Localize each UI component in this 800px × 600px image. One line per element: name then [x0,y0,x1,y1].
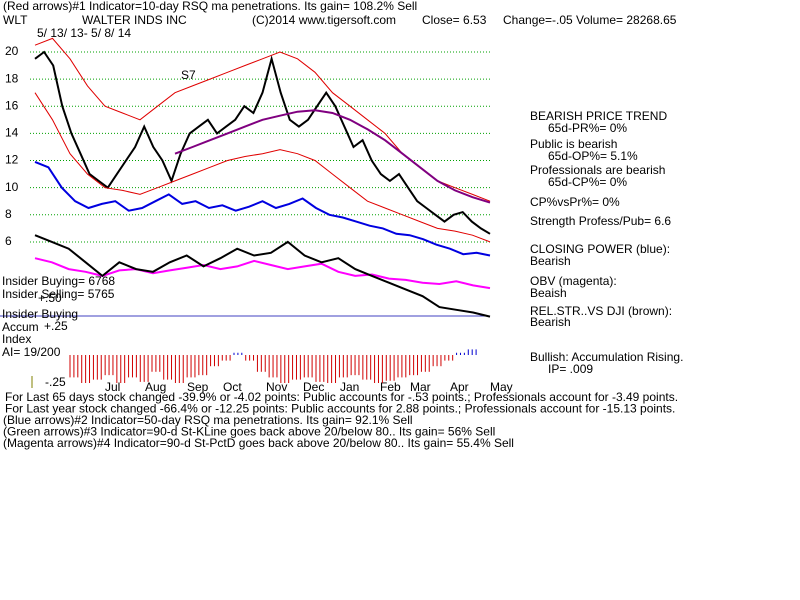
side-text: Public is bearish [530,137,617,151]
y-tick-label: 12 [5,153,19,167]
annotation: S7 [181,68,196,82]
side-text: Bearish [530,254,571,268]
side-text: Professionals are bearish [530,163,665,177]
footer-text: (Blue arrows)#2 Indicator=50-day RSQ ma … [3,413,413,427]
y-tick-label: 10 [5,180,19,194]
close: Close= 6.53 [422,13,487,27]
x-tick-label: Jan [340,380,359,394]
series-line [34,234,491,318]
series-line [34,257,491,290]
side-text: REL.STR..VS DJI (brown): [530,304,672,318]
side-text: 65d-CP%= 0% [548,175,627,189]
series-line [34,92,491,243]
side-text: Strength Profess/Pub= 6.6 [530,214,671,228]
change: Change=-.05 [503,13,573,27]
y-tick-label: 8 [5,207,12,221]
insider-buying: Insider Buying= 6768 [2,274,115,288]
side-text: IP= .009 [548,362,593,376]
y-tick-label: 16 [5,98,19,112]
ai-label: AI= 19/200 [2,345,61,359]
copyright: (C)2014 www.tigersoft.com [252,13,396,27]
y-tick-label: 14 [5,126,19,140]
side-text: BEARISH PRICE TREND [530,109,667,123]
x-tick-label: Oct [223,380,242,394]
side-text: CLOSING POWER (blue): [530,242,670,256]
insider-buying: Insider Buying [2,307,78,321]
ai-tick-label: +.25 [44,319,68,333]
indicator-title: (Red arrows)#1 Indicator=10-day RSQ ma p… [3,0,417,13]
y-tick-label: 6 [5,234,12,248]
date-range: 5/ 13/ 13- 5/ 8/ 14 [37,26,131,40]
side-text: OBV (magenta): [530,274,617,288]
symbol: WLT [3,13,28,27]
side-text: 65d-PR%= 0% [548,121,627,135]
series-line [174,109,491,204]
side-text: CP%vsPr%= 0% [530,195,620,209]
x-tick-label: Jul [105,380,120,394]
footer-text: (Magenta arrows)#4 Indicator=90-d St-Pct… [3,436,514,450]
x-tick-label: Sep [187,380,209,394]
x-tick-label: Apr [450,380,469,394]
accum-label: Accum [2,320,39,334]
footer-text: (Green arrows)#3 Indicator=90-d St-KLine… [3,425,495,439]
side-text: 65d-OP%= 5.1% [548,149,638,163]
y-tick-label: 20 [5,44,19,58]
ai-tick-label: -.25 [45,375,66,389]
ai-tick-label: +.50 [38,291,62,305]
insider-selling: Insider Selling= 5765 [2,287,115,301]
side-text: Bullish: Accumulation Rising. [530,350,683,364]
series-line [34,50,491,235]
x-tick-label: Dec [303,380,324,394]
company: WALTER INDS INC [82,13,187,27]
side-text: Beaish [530,286,567,300]
footer-text: For Last year stock changed -66.4% or -1… [5,402,675,416]
side-text: Bearish [530,315,571,329]
x-tick-label: Mar [410,380,431,394]
volume: Volume= 28268.65 [576,13,677,27]
x-tick-label: Feb [380,380,401,394]
x-tick-label: Aug [145,380,166,394]
x-tick-label: May [490,380,513,394]
y-tick-label: 18 [5,71,19,85]
footer-text: For Last 65 days stock changed -39.9% or… [5,390,678,404]
series-line [34,160,491,257]
index-label: Index [2,332,31,346]
x-tick-label: Nov [266,380,287,394]
